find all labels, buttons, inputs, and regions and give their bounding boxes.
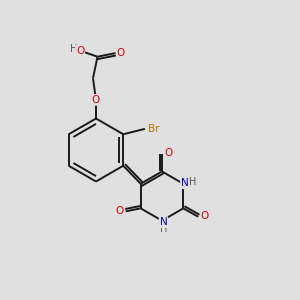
Text: O: O bbox=[201, 211, 209, 221]
Text: H: H bbox=[189, 177, 196, 187]
Text: H: H bbox=[160, 224, 167, 234]
Text: N: N bbox=[181, 178, 189, 188]
Text: O: O bbox=[164, 148, 173, 158]
Text: O: O bbox=[117, 48, 125, 58]
Text: O: O bbox=[92, 95, 100, 105]
Text: H: H bbox=[70, 44, 77, 54]
Text: Br: Br bbox=[148, 124, 159, 134]
Text: O: O bbox=[115, 206, 123, 216]
Text: N: N bbox=[160, 217, 167, 227]
Text: O: O bbox=[76, 46, 84, 56]
